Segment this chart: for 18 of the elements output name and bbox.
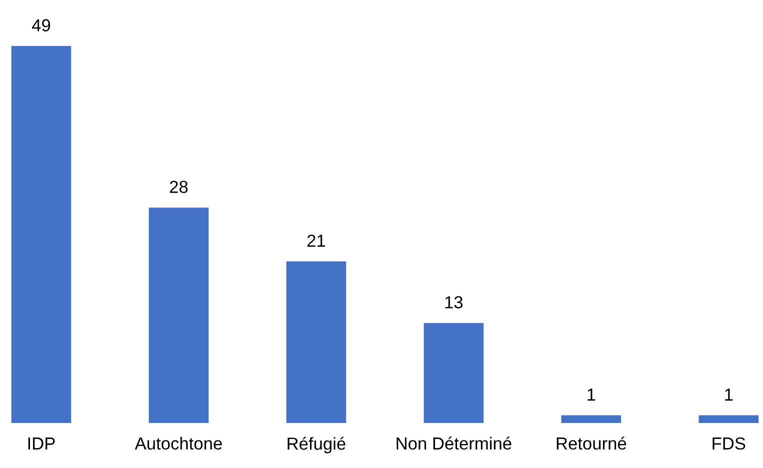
bar	[286, 261, 346, 423]
data-label: 49	[32, 19, 50, 32]
data-label: 28	[170, 180, 188, 194]
x-tick-label: Retourné	[556, 436, 626, 450]
x-tick-label: Non Déterminé	[396, 436, 512, 450]
data-label: 13	[445, 296, 463, 308]
data-label: 21	[307, 234, 326, 247]
x-tick-label: IDP	[28, 438, 55, 450]
bar	[424, 322, 484, 423]
data-label: 1	[725, 388, 733, 401]
x-tick-label: Autochtone	[134, 436, 222, 450]
x-tick-label: FDS	[712, 437, 746, 450]
x-tick-label: Réfugié	[288, 436, 346, 454]
bar	[11, 46, 72, 423]
data-label: 1	[588, 388, 596, 401]
bar	[561, 415, 622, 423]
bar	[148, 208, 209, 423]
bar	[698, 415, 759, 423]
